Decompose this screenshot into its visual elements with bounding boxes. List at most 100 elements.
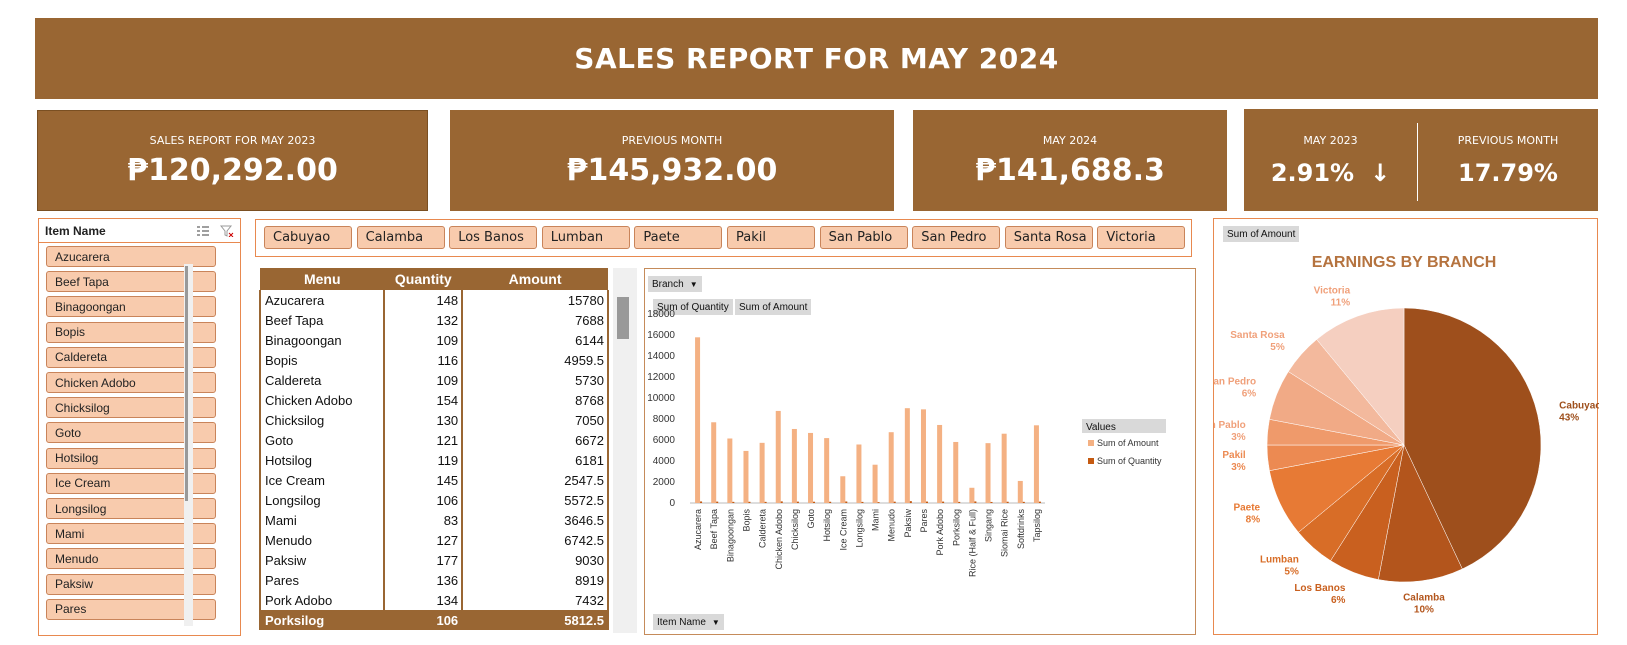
x-tick-label: Binagoongan bbox=[725, 509, 735, 562]
bar-sum-of-amount bbox=[840, 476, 846, 503]
kpi-may-2023: SALES REPORT FOR MAY 2023 ₱120,292.00 bbox=[37, 110, 428, 211]
pie-title: EARNINGS BY BRANCH bbox=[1312, 254, 1497, 271]
x-tick-label: Bopis bbox=[741, 509, 751, 532]
bar-sum-of-amount bbox=[904, 408, 910, 503]
table-row[interactable]: Mami 83 3646.5 bbox=[258, 510, 609, 530]
multi-select-icon[interactable] bbox=[196, 225, 210, 237]
growth-vs-previous-month: PREVIOUS MONTH 17.79% bbox=[1418, 109, 1598, 211]
table-row[interactable]: Goto 121 6672 bbox=[258, 430, 609, 450]
amount-cell: 5812.5 bbox=[461, 610, 609, 630]
table-row[interactable]: Ice Cream 145 2547.5 bbox=[258, 470, 609, 490]
slicer-item[interactable]: Longsilog bbox=[46, 498, 216, 519]
x-tick-label: Softdrinks bbox=[1016, 509, 1026, 550]
x-tick-label: Longsilog bbox=[854, 509, 864, 548]
slicer-item[interactable]: Menudo bbox=[46, 548, 216, 570]
bar-sum-of-amount bbox=[856, 444, 862, 503]
table-row[interactable]: Menudo 127 6742.5 bbox=[258, 530, 609, 550]
slicer-item[interactable]: Paksiw bbox=[46, 573, 216, 595]
amount-header[interactable]: Amount bbox=[462, 268, 608, 290]
bar-sum-of-amount bbox=[888, 432, 894, 503]
table-row[interactable]: Caldereta 109 5730 bbox=[258, 370, 609, 390]
quantity-cell: 130 bbox=[383, 410, 463, 430]
branch-button[interactable]: Santa Rosa bbox=[1004, 226, 1093, 249]
bar-sum-of-quantity bbox=[764, 501, 767, 503]
slicer-item[interactable]: Chicksilog bbox=[46, 397, 216, 419]
quantity-cell: 109 bbox=[383, 330, 463, 350]
sum-of-amount-button[interactable]: Sum of Amount bbox=[735, 299, 812, 315]
kpi-label: PREVIOUS MONTH bbox=[621, 133, 723, 147]
kpi-growth-comparison: MAY 2023 2.91% ↓ PREVIOUS MONTH 17.79% bbox=[1244, 109, 1598, 211]
menu-cell: Longsilog bbox=[258, 490, 385, 510]
slicer-item[interactable]: Azucarera bbox=[46, 246, 216, 267]
slicer-item[interactable]: Binagoongan bbox=[46, 296, 216, 318]
table-row-partial[interactable]: Porksilog 106 5812.5 bbox=[258, 610, 609, 630]
menu-cell: Pares bbox=[258, 570, 385, 590]
slicer-scroll-thumb[interactable] bbox=[185, 266, 188, 501]
slicer-item[interactable]: Goto bbox=[46, 422, 216, 444]
branch-button[interactable]: Paete bbox=[634, 226, 723, 249]
bar-sum-of-amount bbox=[1001, 433, 1007, 503]
bar-sum-of-amount bbox=[695, 337, 701, 503]
slicer-item[interactable]: Ice Cream bbox=[46, 472, 216, 494]
menu-cell: Goto bbox=[258, 430, 385, 450]
quantity-cell: 106 bbox=[383, 490, 463, 510]
table-row[interactable]: Binagoongan 109 6144 bbox=[258, 330, 609, 350]
branch-field-button[interactable]: Branch ▼ bbox=[648, 276, 702, 292]
table-row[interactable]: Hotsilog 119 6181 bbox=[258, 450, 609, 470]
kpi-previous-month: PREVIOUS MONTH ₱145,932.00 bbox=[450, 110, 894, 211]
x-tick-label: Ice Cream bbox=[838, 509, 848, 551]
bar-sum-of-amount bbox=[791, 428, 797, 503]
table-scroll-thumb[interactable] bbox=[617, 297, 629, 339]
slicer-item[interactable]: Caldereta bbox=[46, 346, 216, 368]
y-tick-label: 8000 bbox=[653, 414, 676, 425]
branch-button[interactable]: Calamba bbox=[356, 226, 445, 249]
slicer-item[interactable]: Mami bbox=[46, 523, 216, 545]
table-row[interactable]: Chicken Adobo 154 8768 bbox=[258, 390, 609, 410]
sum-of-quantity-button[interactable]: Sum of Quantity bbox=[653, 299, 733, 315]
slicer-item[interactable]: Hotsilog bbox=[46, 447, 216, 469]
branch-button[interactable]: Victoria bbox=[1097, 226, 1186, 249]
slicer-item[interactable]: Chicken Adobo bbox=[46, 372, 216, 393]
growth-label: PREVIOUS MONTH bbox=[1457, 133, 1559, 147]
slicer-item[interactable]: Beef Tapa bbox=[46, 271, 216, 293]
kpi-value: ₱120,292.00 bbox=[127, 152, 338, 188]
quantity-header[interactable]: Quantity bbox=[384, 268, 463, 290]
amount-cell: 3646.5 bbox=[461, 510, 609, 530]
table-row[interactable]: Beef Tapa 132 7688 bbox=[258, 310, 609, 330]
branch-button[interactable]: Lumban bbox=[541, 226, 630, 249]
y-tick-label: 10000 bbox=[647, 393, 675, 404]
branch-button[interactable]: San Pedro bbox=[912, 226, 1001, 249]
table-row[interactable]: Chicksilog 130 7050 bbox=[258, 410, 609, 430]
amount-cell: 6181 bbox=[461, 450, 609, 470]
branch-button[interactable]: Pakil bbox=[727, 226, 815, 249]
amount-cell: 7688 bbox=[461, 310, 609, 330]
table-row[interactable]: Bopis 116 4959.5 bbox=[258, 350, 609, 370]
table-row[interactable]: Pares 136 8919 bbox=[258, 570, 609, 590]
slicer-item[interactable]: Pares bbox=[46, 598, 216, 620]
bar-sum-of-quantity bbox=[813, 501, 816, 503]
y-tick-label: 2000 bbox=[653, 477, 676, 488]
branch-button[interactable]: San Pablo bbox=[819, 226, 908, 249]
menu-cell: Paksiw bbox=[258, 550, 385, 570]
table-row[interactable]: Azucarera 148 15780 bbox=[258, 290, 609, 310]
amount-cell: 5572.5 bbox=[461, 490, 609, 510]
menu-header[interactable]: Menu bbox=[260, 268, 385, 290]
table-row[interactable]: Paksiw 177 9030 bbox=[258, 550, 609, 570]
pie-field-button[interactable]: Sum of Amount bbox=[1223, 226, 1300, 242]
table-row[interactable]: Longsilog 106 5572.5 bbox=[258, 490, 609, 510]
clear-filter-icon[interactable] bbox=[220, 225, 234, 237]
legend-swatch-quantity bbox=[1088, 458, 1094, 464]
kpi-label: MAY 2024 bbox=[1042, 133, 1098, 147]
x-tick-label: Paksiw bbox=[903, 509, 913, 538]
table-row[interactable]: Pork Adobo 134 7432 bbox=[258, 590, 609, 610]
item-name-field-button[interactable]: Item Name ▼ bbox=[653, 614, 724, 630]
bar-sum-of-amount bbox=[985, 443, 991, 503]
slicer-scrollbar[interactable] bbox=[184, 264, 193, 626]
x-tick-label: Menudo bbox=[887, 509, 897, 542]
pie-slice-cabuyao bbox=[1403, 307, 1542, 570]
branch-button[interactable]: Cabuyao bbox=[264, 226, 352, 249]
bar-sum-of-quantity bbox=[716, 501, 719, 503]
slicer-item[interactable]: Bopis bbox=[46, 321, 216, 343]
branch-button[interactable]: Los Banos bbox=[449, 226, 538, 249]
